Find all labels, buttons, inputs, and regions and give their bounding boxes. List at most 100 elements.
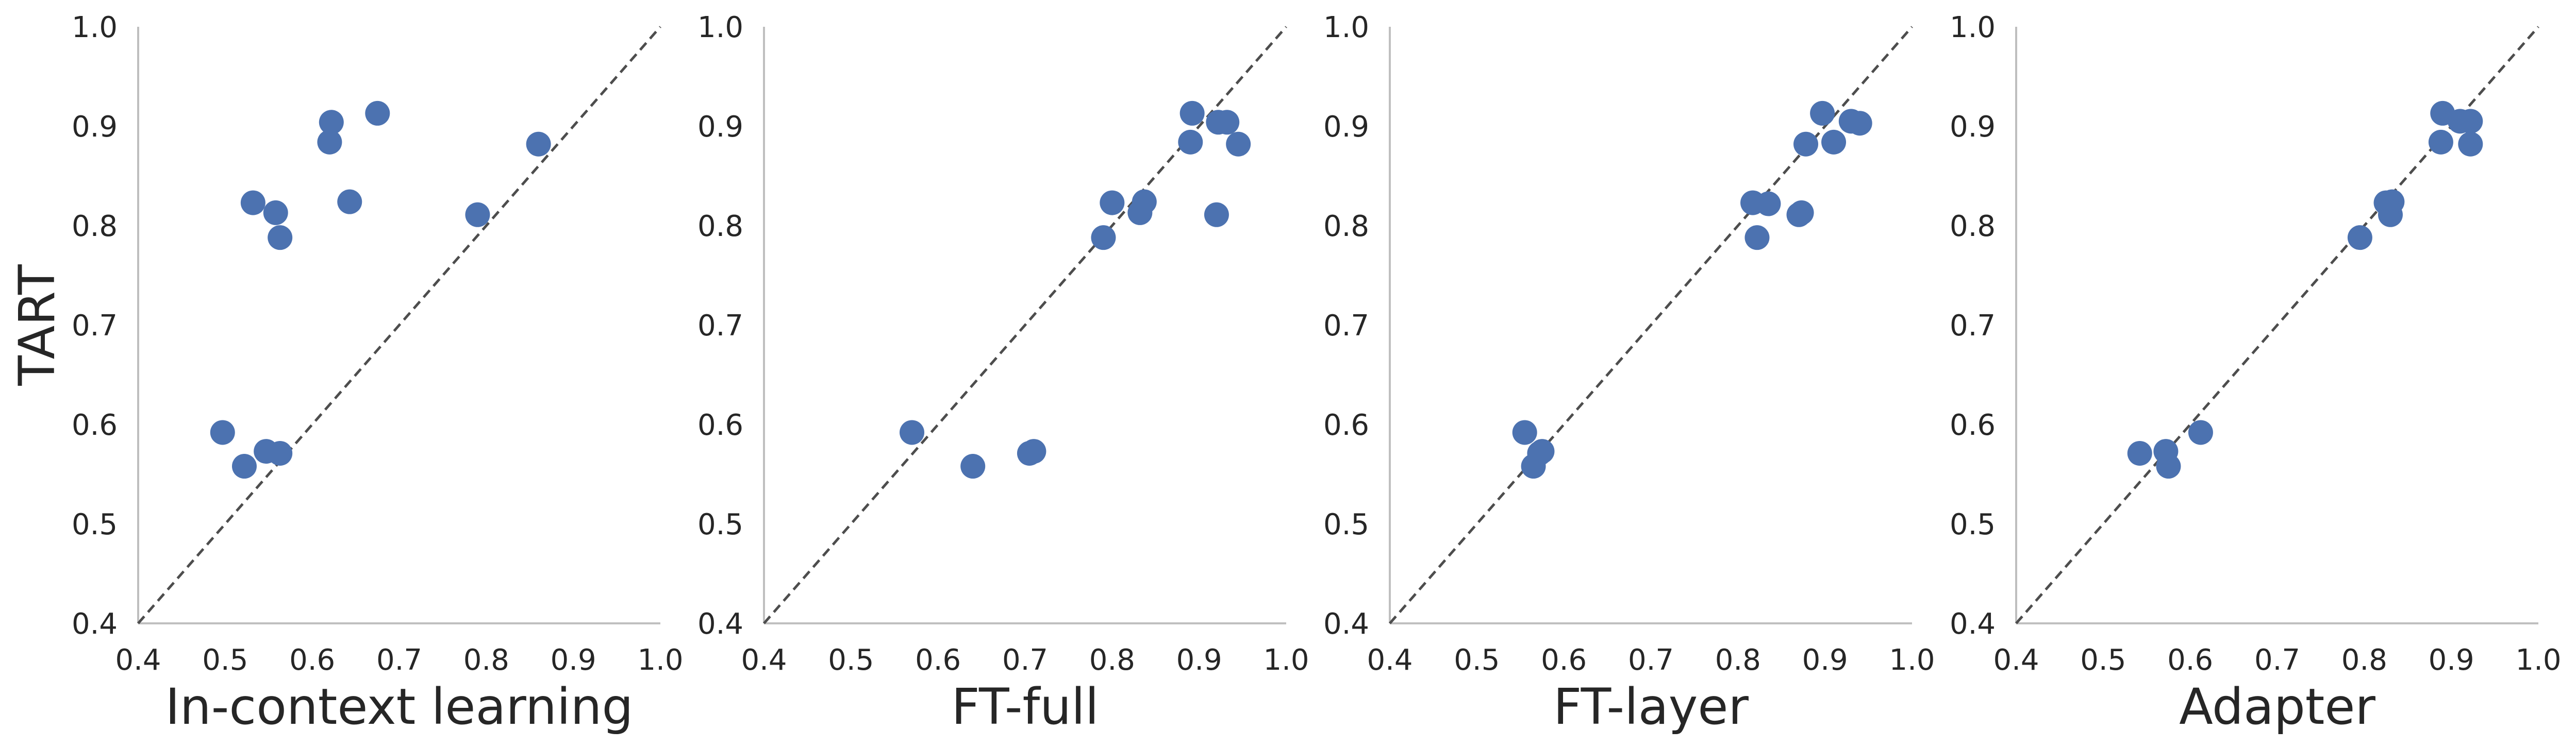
chart-2-data-point [1091,225,1116,250]
chart-2-data-point [1178,129,1203,155]
chart-4-ytick-label: 1.0 [1950,11,1996,44]
chart-2-data-point [900,420,925,445]
chart-1-data-point [317,129,342,155]
chart-2-xtick-label: 0.7 [1002,643,1048,677]
chart-3-data-point [1530,439,1555,464]
chart-2-ytick-label: 1.0 [697,11,743,44]
chart-1-ytick-label: 0.4 [72,607,118,641]
chart-3-data-point [1744,225,1770,250]
chart-1-data-point [465,202,490,227]
chart-2-ytick-label: 0.9 [697,110,743,144]
chart-3-xtick-label: 1.0 [1889,643,1935,677]
chart-1-ytick-label: 0.8 [72,210,118,243]
chart-4-ytick-label: 0.5 [1950,508,1996,541]
chart-3-ytick-label: 0.4 [1323,607,1369,641]
chart-2-xtick-label: 0.8 [1089,643,1135,677]
chart-1-xtick-label: 0.7 [376,643,422,677]
chart-1-x-axis-label: In-context learning [165,678,634,736]
chart-3-ytick-label: 0.8 [1323,210,1369,243]
chart-3-xtick-label: 0.9 [1802,643,1848,677]
chart-4-ytick-label: 0.8 [1950,210,1996,243]
chart-4-data-point [2428,129,2453,155]
chart-2-xtick-label: 0.9 [1176,643,1222,677]
chart-1-y-axis-label: TART [8,264,66,386]
chart-1-data-point [337,189,362,214]
chart-3-xtick-label: 0.4 [1367,643,1412,677]
chart-2-data-point [1100,190,1125,215]
chart-4-data-point [2156,454,2181,479]
chart-1-data-point [268,440,293,466]
chart-2-xtick-label: 0.5 [828,643,874,677]
chart-3-ytick-label: 0.5 [1323,508,1369,541]
chart-3-x-axis-label: FT-layer [1553,678,1749,736]
chart-1-xtick-label: 0.9 [551,643,596,677]
chart-3-data-point [1512,420,1537,445]
chart-1-data-point [319,110,344,135]
chart-2-data-point [1215,110,1240,135]
chart-1-reference-line [137,26,661,624]
chart-4-data-point [2188,420,2213,445]
chart-2-xtick-label: 1.0 [1263,643,1309,677]
chart-3-ytick-label: 0.6 [1323,409,1369,442]
chart-1-data-point [526,131,551,157]
chart-4-ytick-label: 0.6 [1950,409,1996,442]
chart-4-data-point [2458,131,2483,157]
chart-1-ytick-label: 0.9 [72,110,118,144]
chart-3-ytick-label: 0.9 [1323,110,1369,144]
chart-3-reference-line [1389,26,1913,624]
chart-2-ytick-label: 0.7 [697,309,743,343]
chart-4-xtick-label: 0.5 [2080,643,2126,677]
chart-3-xtick-label: 0.6 [1541,643,1587,677]
chart-1-ytick-label: 1.0 [72,11,118,44]
chart-1-data-point [210,420,235,445]
chart-3-ytick-label: 1.0 [1323,11,1369,44]
chart-3-data-point [1847,111,1872,136]
chart-2-reference-line [763,26,1287,624]
chart-2-data-point [960,454,986,479]
chart-2-ytick-label: 0.6 [697,409,743,442]
chart-2-data-point [1132,189,1157,214]
chart-4-xtick-label: 1.0 [2515,643,2561,677]
chart-2-data-point [1021,439,1046,464]
chart-4-data-point [2127,440,2152,466]
chart-4-xtick-label: 0.6 [2167,643,2213,677]
chart-3-data-point [1789,200,1814,225]
chart-4-data-point [2380,189,2405,214]
chart-3-xtick-label: 0.5 [1454,643,1500,677]
chart-1-ytick-label: 0.6 [72,409,118,442]
chart-2-data-point [1204,202,1229,227]
chart-3-ytick-label: 0.7 [1323,309,1369,343]
chart-2-x-axis-label: FT-full [952,678,1099,736]
chart-4-xtick-label: 0.4 [1993,643,2039,677]
chart-2-ytick-label: 0.8 [697,210,743,243]
chart-1-xtick-label: 0.6 [289,643,335,677]
chart-1-xtick-label: 0.4 [115,643,161,677]
chart-3-data-point [1810,100,1835,126]
chart-1-data-point [231,454,257,479]
chart-2-xtick-label: 0.6 [915,643,961,677]
chart-1-xtick-label: 0.5 [202,643,248,677]
chart-1-xtick-label: 0.8 [463,643,509,677]
chart-1-ytick-label: 0.7 [72,309,118,343]
chart-1-xtick-label: 1.0 [637,643,683,677]
chart-3-xtick-label: 0.7 [1628,643,1674,677]
chart-3-xtick-label: 0.8 [1715,643,1761,677]
chart-3-data-point [1793,131,1819,157]
chart-1-data-point [240,190,265,215]
chart-2-ytick-label: 0.4 [697,607,743,641]
chart-1-data-point [365,100,390,126]
chart-3-data-point [1821,129,1847,155]
chart-4-xtick-label: 0.8 [2341,643,2387,677]
chart-4-data-point [2458,109,2483,134]
chart-4-ytick-label: 0.7 [1950,309,1996,343]
chart-1-data-point [263,200,288,225]
chart-4-ytick-label: 0.4 [1950,607,1996,641]
chart-4-data-point [2347,225,2372,250]
chart-4-xtick-label: 0.9 [2429,643,2474,677]
chart-4-xtick-label: 0.7 [2254,643,2300,677]
chart-1-ytick-label: 0.5 [72,508,118,541]
chart-4-x-axis-label: Adapter [2179,678,2375,736]
chart-3-data-point [1756,191,1781,216]
chart-2-ytick-label: 0.5 [697,508,743,541]
